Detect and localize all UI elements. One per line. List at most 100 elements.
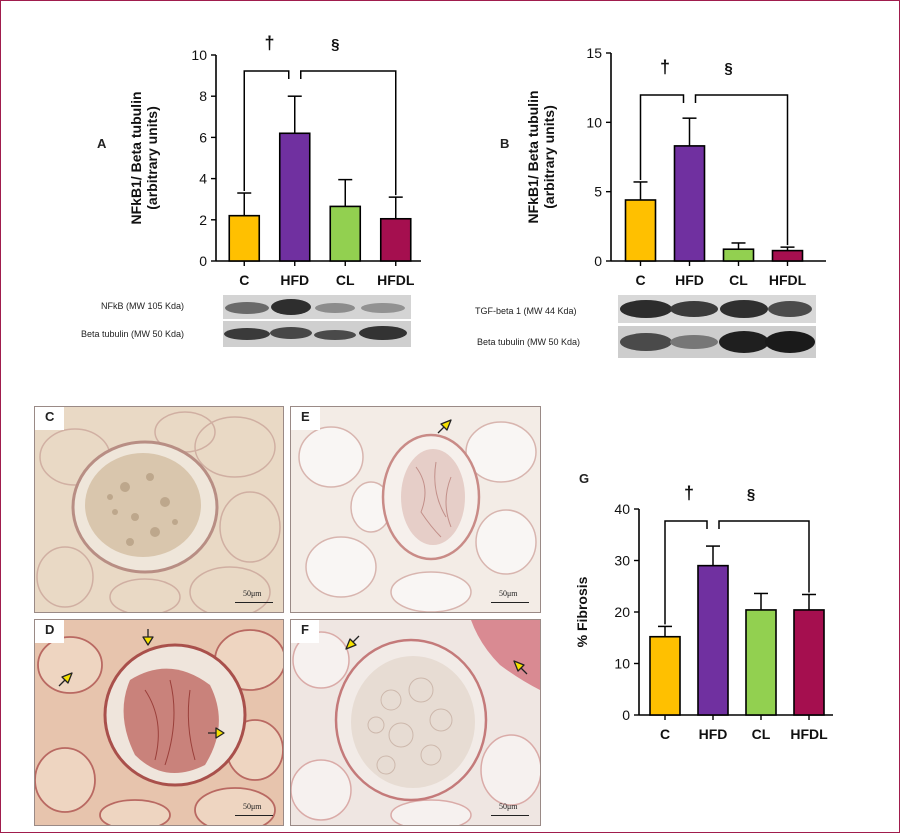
y-axis-label-line: % Fibrosis	[574, 576, 590, 647]
panel-letter-b: B	[500, 136, 510, 151]
micrograph-d-scale: 50μm	[243, 802, 262, 811]
chart-B-group: 0 5 10 15 NFkB1/ Beta tubulin(arbitrary unit…	[525, 45, 826, 288]
bar-hfdl	[771, 249, 804, 262]
bar-hfdl	[379, 217, 412, 262]
x-tick-label: C	[660, 726, 670, 742]
y-tick-label: 30	[614, 553, 630, 569]
y-axis-label-line: (arbitrary units)	[541, 105, 557, 208]
x-tick-label: CL	[752, 726, 771, 742]
y-tick-label: 10	[191, 47, 207, 63]
y-tick-label: 20	[614, 604, 630, 620]
micrograph-d-tissue	[35, 620, 283, 825]
significance-bracket	[243, 70, 290, 192]
chart-b: 0 5 10 15 NFkB1/ Beta tubulin(arbitrary unit…	[525, 45, 826, 288]
y-tick-label: 5	[594, 184, 602, 200]
arrow-icon	[345, 635, 360, 650]
blot-b-tubulin	[618, 326, 816, 358]
blot-b-label-1: TGF-beta 1 (MW 44 Kda)	[475, 306, 577, 316]
bar-hfd	[673, 145, 706, 262]
y-axis-label: % Fibrosis	[574, 576, 590, 647]
x-tick-label: HFD	[675, 272, 704, 288]
micrograph-e-label: E	[291, 407, 320, 430]
significance-symbol: †	[684, 483, 694, 503]
significance-symbol: †	[264, 33, 274, 53]
micrograph-f: F 50μm	[290, 619, 541, 826]
y-tick-label: 6	[199, 129, 207, 145]
micrograph-f-label: F	[291, 620, 319, 643]
micrograph-f-tissue	[291, 620, 540, 825]
blot-a-label-2: Beta tubulin (MW 50 Kda)	[81, 329, 185, 339]
bar-cl	[745, 609, 777, 716]
chart-g: 0 10 20 30 40 % Fibrosis C HFD CL HFDL † §	[574, 483, 833, 742]
significance-symbol: §	[724, 60, 732, 77]
bar-c	[624, 199, 657, 262]
bar-hfd	[278, 132, 311, 262]
bar-c	[228, 214, 261, 262]
micrograph-d: D 50μm	[34, 619, 284, 826]
bar-hfd	[697, 564, 729, 716]
significance-bracket	[300, 70, 397, 196]
y-axis-label-line: NFkB1/ Beta tubulin	[128, 91, 144, 224]
bar-cl	[329, 205, 362, 262]
x-tick-label: C	[635, 272, 645, 288]
bar-cl	[722, 248, 755, 262]
arrow-icon	[437, 419, 452, 434]
blot-a-tubulin	[223, 321, 411, 347]
significance-symbol: §	[331, 36, 339, 53]
micrograph-d-scale-bar	[235, 815, 273, 816]
x-tick-label: HFDL	[790, 726, 828, 742]
x-tick-label: CL	[336, 272, 355, 288]
y-axis-label-line: NFkB1/ Beta tubulin	[525, 90, 541, 223]
micrograph-c-scale: 50μm	[243, 589, 262, 598]
micrograph-c-tissue	[35, 407, 283, 612]
x-tick-label: CL	[729, 272, 748, 288]
chart-a: 0 2 4 6 8 10 NFkB1/ Beta tubulin(arbitrary uni…	[128, 33, 421, 288]
blot-b-label-2: Beta tubulin (MW 50 Kda)	[477, 337, 581, 347]
significance-symbol: §	[747, 486, 755, 503]
y-tick-label: 2	[199, 212, 207, 228]
y-tick-label: 0	[622, 707, 630, 723]
y-tick-label: 40	[614, 501, 630, 517]
micrograph-f-scale-bar	[491, 815, 529, 816]
micrograph-e-scale: 50μm	[499, 589, 518, 598]
y-tick-label: 0	[594, 253, 602, 269]
chart-G-group: 0 10 20 30 40 % Fibrosis C HFD CL HFDL † §	[574, 483, 833, 742]
blot-b-tgf	[618, 295, 816, 323]
y-tick-label: 8	[199, 88, 207, 104]
y-axis-label-line: (arbitrary units)	[144, 106, 160, 209]
y-tick-label: 15	[586, 45, 602, 61]
panel-letter-a: A	[97, 136, 107, 151]
arrow-icon	[142, 629, 154, 646]
micrograph-e-scale-bar	[491, 602, 529, 603]
x-tick-label: HFD	[699, 726, 728, 742]
x-tick-label: C	[239, 272, 249, 288]
micrograph-c-scale-bar	[235, 602, 273, 603]
x-tick-label: HFDL	[769, 272, 807, 288]
micrograph-c-label: C	[35, 407, 65, 430]
bar-c	[649, 635, 681, 716]
panel-letter-g: G	[579, 471, 590, 486]
y-tick-label: 4	[199, 171, 207, 187]
y-tick-label: 10	[586, 114, 602, 130]
micrograph-c: C 50μm	[34, 406, 284, 613]
significance-bracket	[718, 520, 810, 593]
micrograph-e: E 50μm	[290, 406, 541, 613]
significance-bracket	[664, 520, 708, 625]
significance-bracket	[639, 94, 685, 180]
blot-a-label-1: NFkB (MW 105 Kda)	[101, 301, 185, 311]
y-tick-label: 10	[614, 656, 630, 672]
significance-symbol: †	[660, 57, 670, 77]
micrograph-f-scale: 50μm	[499, 802, 518, 811]
y-axis-label: NFkB1/ Beta tubulin(arbitrary units)	[128, 91, 160, 224]
arrow-icon	[208, 727, 225, 739]
micrograph-d-label: D	[35, 620, 65, 643]
significance-bracket	[694, 94, 789, 246]
chart-A-group: 0 2 4 6 8 10 NFkB1/ Beta tubulin(arbitrary uni…	[128, 33, 421, 288]
arrow-icon	[58, 672, 73, 687]
x-tick-label: HFDL	[377, 272, 415, 288]
x-tick-label: HFD	[280, 272, 309, 288]
bar-hfdl	[793, 609, 825, 716]
blot-a-nfkb	[223, 295, 411, 319]
arrow-icon	[513, 660, 528, 675]
